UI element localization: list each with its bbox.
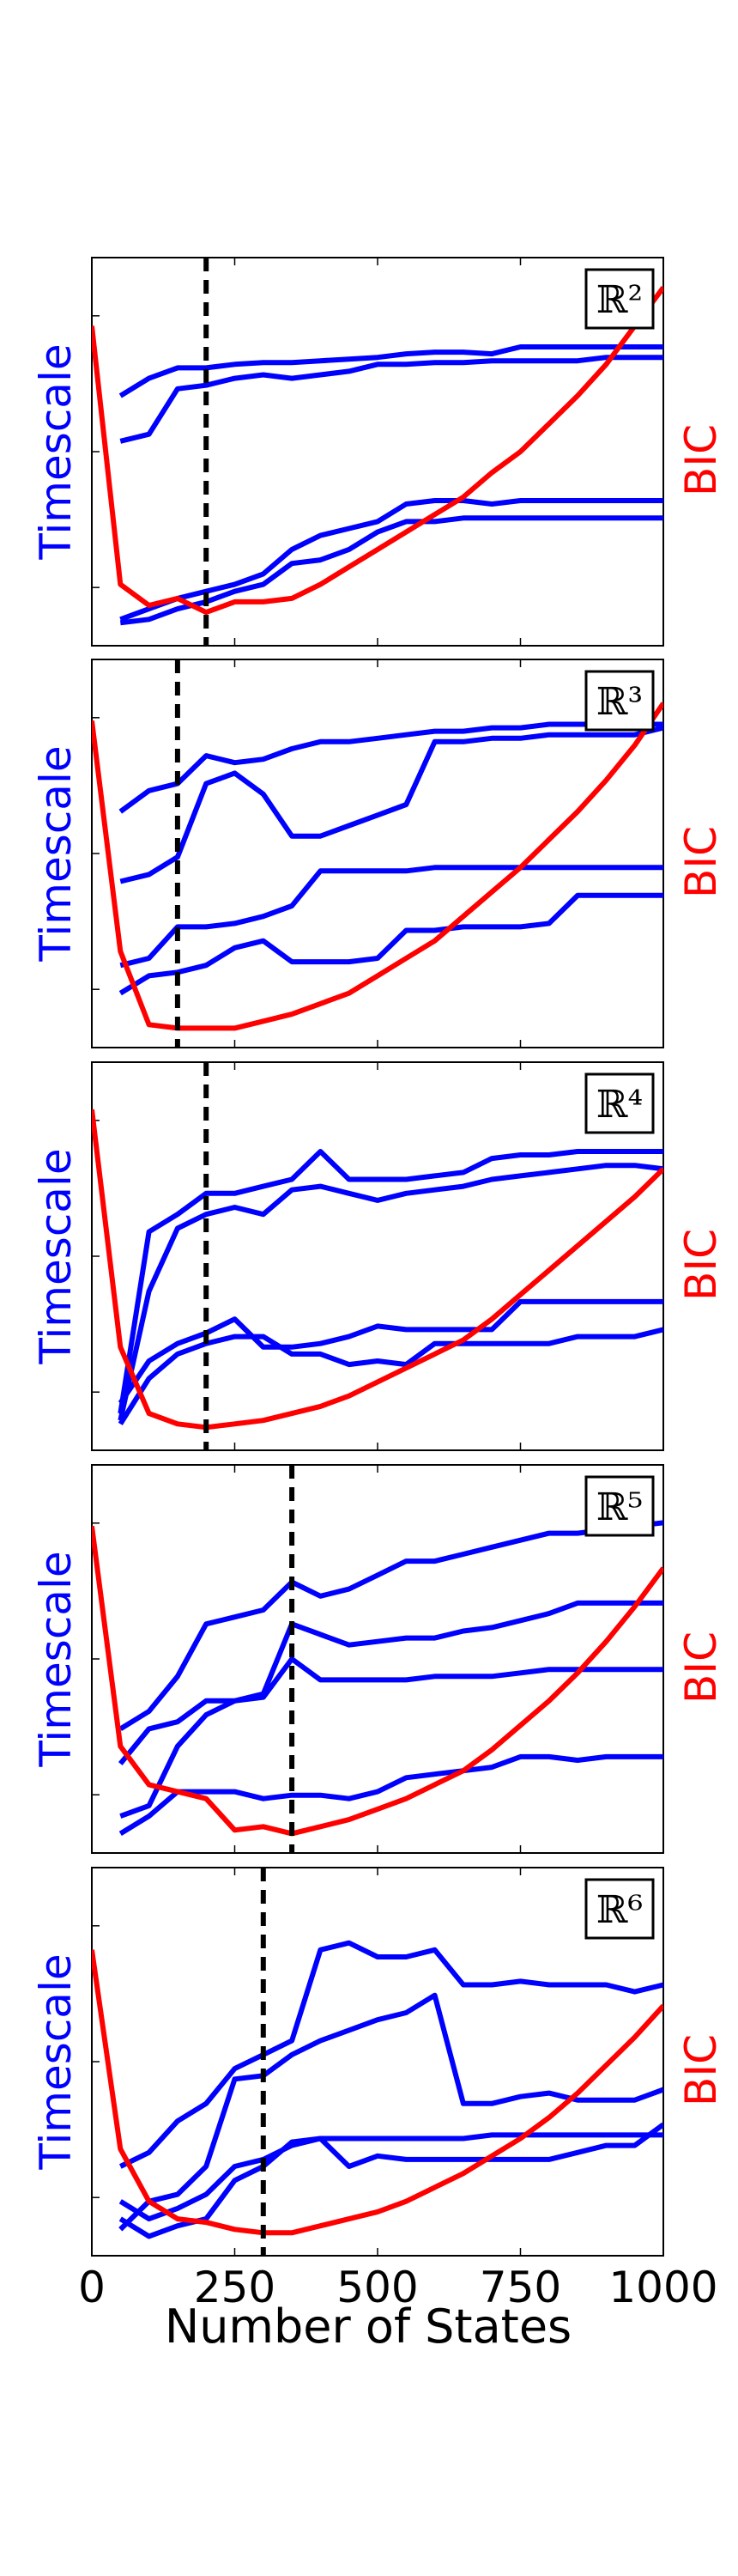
y-axis-label-bic: BIC <box>676 2034 726 2106</box>
panel-label-text: ℝ⁴ <box>596 1083 643 1127</box>
y-axis-label-timescale: Timescale <box>31 1551 81 1767</box>
panel-1: ℝ² Timescale BIC <box>31 257 726 647</box>
plot-area <box>92 1868 663 2256</box>
timescale-line-2 <box>119 725 663 884</box>
panel-5: ℝ⁶ Timescale BIC <box>31 1867 726 2257</box>
panel-label-text: ℝ³ <box>596 680 643 724</box>
timescale-line-4 <box>118 1753 663 1836</box>
y-axis-label-bic: BIC <box>676 1229 726 1301</box>
bic-line <box>92 286 663 616</box>
timescale-line-4 <box>118 1327 663 1425</box>
panel-label: ℝ⁵ <box>584 1475 655 1537</box>
timescale-line-1 <box>118 1149 663 1414</box>
panel-label-text: ℝ⁶ <box>596 1888 643 1932</box>
panel-label-text: ℝ⁵ <box>596 1485 643 1529</box>
timescale-line-2 <box>118 1600 663 1765</box>
plot-frame <box>91 1061 664 1451</box>
panels: ℝ² Timescale BIC ℝ³ Timescale BIC ℝ⁴ Timescale B… <box>31 257 726 2257</box>
panel-label-box <box>584 1072 655 1134</box>
panel-3: ℝ⁴ Timescale BIC <box>31 1061 726 1451</box>
panel-2: ℝ³ Timescale BIC <box>31 659 726 1048</box>
panel-label: ℝ⁶ <box>584 1878 655 1940</box>
timescale-line-1 <box>118 721 663 814</box>
plot-area <box>92 258 663 646</box>
bic-line <box>92 1109 663 1431</box>
plot-area <box>92 1062 663 1450</box>
panel-label: ℝ³ <box>584 670 655 732</box>
bic-line <box>92 1949 663 2236</box>
panel-label-box <box>584 268 655 330</box>
x-tick-label: 1000 <box>608 2263 717 2312</box>
x-tick-label: 250 <box>194 2263 275 2312</box>
timescale-line-3 <box>119 1656 663 1819</box>
plot-frame <box>91 257 664 647</box>
panel-label-box <box>584 670 655 732</box>
timescale-line-4 <box>118 2132 663 2239</box>
timescale-line-1 <box>118 1520 663 1731</box>
x-axis: 0 250 500 750 1000 <box>78 2263 718 2312</box>
y-axis-label-timescale: Timescale <box>31 1953 81 2170</box>
y-axis-label-bic: BIC <box>676 424 726 496</box>
y-axis-label-timescale: Timescale <box>31 343 81 560</box>
panel-label-box <box>584 1475 655 1537</box>
panel-4: ℝ⁵ Timescale BIC <box>31 1464 726 1854</box>
plot-area <box>92 659 663 1048</box>
panel-label-text: ℝ² <box>596 278 643 322</box>
x-tick-label: 500 <box>336 2263 418 2312</box>
x-axis-label: Number of States <box>165 2300 572 2354</box>
panel-label-box <box>584 1878 655 1940</box>
timescale-line-2 <box>118 1163 663 1421</box>
timescale-line-2 <box>119 355 663 444</box>
y-axis-label-timescale: Timescale <box>31 1148 81 1364</box>
timescale-line-3 <box>119 498 663 623</box>
bic-line <box>92 1526 663 1837</box>
y-axis-label-bic: BIC <box>676 826 726 898</box>
timescale-line-4 <box>119 515 663 626</box>
y-axis-label-bic: BIC <box>676 1631 726 1704</box>
x-tick-label: 750 <box>480 2263 561 2312</box>
plot-area <box>92 1465 663 1853</box>
timescale-line-3 <box>119 865 663 969</box>
x-tick-label: 0 <box>78 2263 106 2312</box>
timescale-line-1 <box>118 344 663 398</box>
plot-frame <box>91 1867 664 2257</box>
timescale-line-3 <box>118 1298 663 1405</box>
timescale-line-1 <box>118 1940 663 2169</box>
timescale-line-3 <box>118 2122 663 2222</box>
bic-line <box>92 702 663 1031</box>
panel-label: ℝ² <box>584 268 655 330</box>
panel-label: ℝ⁴ <box>584 1072 655 1134</box>
y-axis-label-timescale: Timescale <box>31 745 81 962</box>
timescale-line-4 <box>118 892 663 996</box>
